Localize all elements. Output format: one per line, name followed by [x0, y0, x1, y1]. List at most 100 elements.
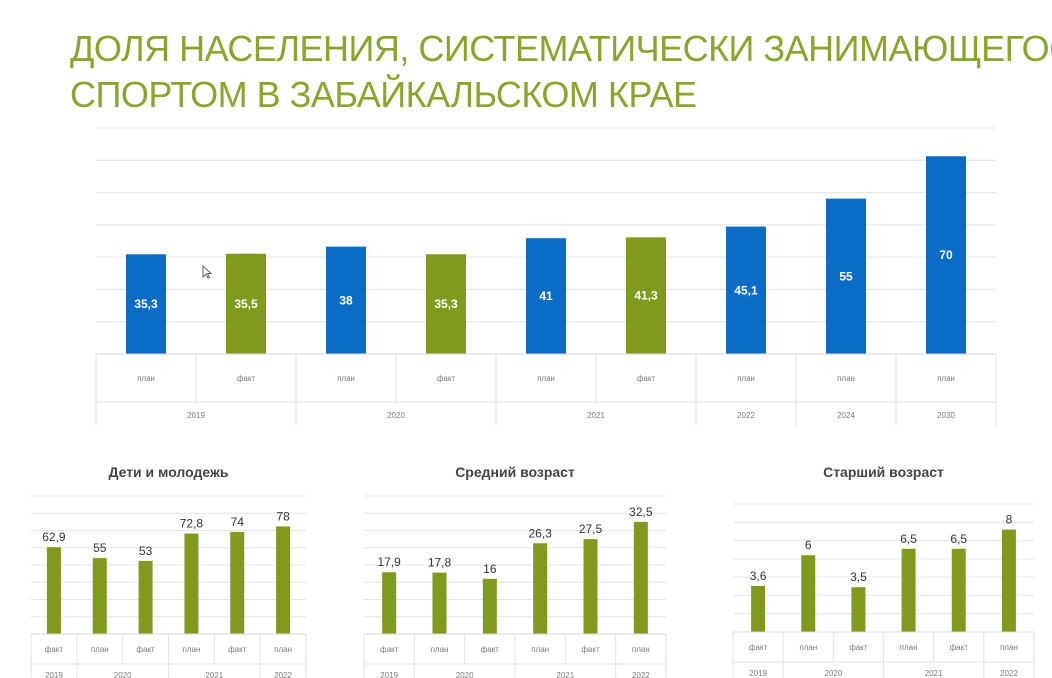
chart-2-bar — [432, 572, 447, 634]
chart-2-data-label: 32,5 — [629, 505, 653, 519]
chart-1-data-label: 78 — [276, 509, 290, 523]
chart-0-bar — [726, 226, 766, 354]
chart-3-title: Старший возраст — [823, 464, 944, 480]
chart-0-category-label: план — [137, 374, 155, 383]
chart-0-data-label: 35,3 — [134, 297, 158, 311]
chart-0-bar — [226, 253, 266, 354]
chart-0-bar — [326, 246, 366, 354]
chart-3-bar — [851, 587, 866, 632]
chart-1-data-label: 53 — [139, 544, 153, 558]
chart-1-data-label: 62,9 — [42, 530, 66, 544]
chart-1-data-label: 55 — [93, 541, 107, 555]
chart-2-category-label: план — [632, 645, 650, 654]
chart-2-category-label: план — [531, 645, 549, 654]
chart-0-bar — [426, 254, 466, 354]
chart-1-category-label: факт — [228, 645, 247, 654]
chart-0-data-label: 70 — [939, 248, 953, 262]
chart-3-category-label: факт — [950, 643, 969, 652]
chart-0-bar — [626, 237, 666, 354]
chart-1-category-label: факт — [136, 645, 155, 654]
chart-2-data-label: 17,8 — [428, 556, 452, 570]
page-title: ДОЛЯ НАСЕЛЕНИЯ, СИСТЕМАТИЧЕСКИ ЗАНИМАЮЩЕ… — [70, 26, 1052, 118]
chart-1-category-label: план — [274, 645, 292, 654]
chart-0-data-label: 38 — [339, 293, 353, 307]
mouse-pointer-icon — [202, 265, 212, 279]
chart-3-category-label: план — [1000, 643, 1018, 652]
chart-3-year-label: 2022 — [1000, 669, 1018, 678]
chart-0-year-label: 2021 — [587, 411, 605, 420]
chart-2-bar — [482, 578, 497, 634]
chart-0-data-label: 41 — [539, 289, 553, 303]
chart-2-data-label: 17,9 — [377, 555, 401, 569]
chart-3-year-label: 2019 — [749, 669, 767, 678]
chart-3-category-label: факт — [849, 643, 868, 652]
chart-1-category-label: факт — [45, 645, 64, 654]
chart-0-category-label: факт — [237, 374, 256, 383]
chart-3-bar — [801, 555, 816, 632]
chart-1-bar — [46, 547, 61, 634]
chart-2-bar — [533, 543, 548, 634]
chart-2-data-label: 27,5 — [579, 522, 603, 536]
chart-3-category-label: план — [799, 643, 817, 652]
chart-0-category-label: план — [937, 374, 955, 383]
title-line-1: ДОЛЯ НАСЕЛЕНИЯ, СИСТЕМАТИЧЕСКИ ЗАНИМАЮЩЕ… — [70, 28, 1052, 69]
chart-0-category-label: факт — [637, 374, 656, 383]
chart-0-data-label: 45,1 — [734, 283, 758, 297]
chart-0-year-label: 2022 — [737, 411, 755, 420]
chart-1-category-label: план — [182, 645, 200, 654]
chart-2-bar — [382, 572, 397, 634]
chart-0-year-label: 2030 — [937, 411, 955, 420]
chart-0-category-label: план — [537, 374, 555, 383]
chart-2-bar — [583, 539, 598, 634]
chart-1-bar — [184, 533, 199, 634]
chart-0-category-label: факт — [437, 374, 456, 383]
chart-2-year-label: 2019 — [380, 671, 398, 678]
chart-3-bar — [751, 585, 766, 632]
chart-2-data-label: 16 — [483, 562, 497, 576]
chart-3-data-label: 6 — [805, 538, 812, 552]
chart-3-data-label: 3,6 — [750, 569, 767, 583]
title-line-2: СПОРТОМ В ЗАБАЙКАЛЬСКОМ КРАЕ — [70, 74, 697, 115]
chart-1-year-label: 2019 — [45, 671, 63, 678]
chart-1-year-label: 2020 — [114, 671, 132, 678]
chart-0-category-label: план — [737, 374, 755, 383]
chart-3-year-label: 2021 — [925, 669, 943, 678]
chart-1-year-label: 2022 — [274, 671, 292, 678]
chart-3-data-label: 8 — [1006, 513, 1013, 527]
chart-0-bar — [826, 198, 866, 354]
chart-1-category-label: план — [91, 645, 109, 654]
chart-1-bar — [138, 560, 153, 634]
chart-0-year-label: 2024 — [837, 411, 855, 420]
chart-0-data-label: 35,5 — [234, 297, 258, 311]
chart-3-data-label: 6,5 — [900, 532, 917, 546]
chart-1-data-label: 72,8 — [180, 517, 204, 531]
chart-3-bar — [901, 548, 916, 632]
chart-2-category-label: факт — [581, 645, 600, 654]
chart-1-bar — [276, 526, 291, 634]
chart-1-data-label: 74 — [231, 515, 245, 529]
chart-3-data-label: 6,5 — [950, 532, 967, 546]
chart-3-category-label: факт — [749, 643, 768, 652]
chart-2-category-label: факт — [380, 645, 399, 654]
chart-2-category-label: факт — [481, 645, 500, 654]
chart-3-category-label: план — [900, 643, 918, 652]
chart-3-bar — [1001, 529, 1016, 632]
chart-2-data-label: 26,3 — [528, 526, 552, 540]
chart-0-bar — [126, 254, 166, 354]
chart-1-title: Дети и молодежь — [108, 464, 228, 480]
chart-2-title: Средний возраст — [455, 464, 575, 480]
chart-2-category-label: план — [431, 645, 449, 654]
chart-1-bar — [92, 558, 107, 634]
chart-3-bar — [951, 548, 966, 632]
chart-0-category-label: план — [837, 374, 855, 383]
chart-2-year-label: 2021 — [556, 671, 574, 678]
chart-2-year-label: 2020 — [456, 671, 474, 678]
chart-0-bar — [926, 156, 966, 354]
chart-0-year-label: 2019 — [187, 411, 205, 420]
chart-2-bar — [633, 521, 648, 634]
chart-0-data-label: 41,3 — [634, 289, 658, 303]
chart-1-year-label: 2021 — [205, 671, 223, 678]
chart-1-bar — [230, 531, 245, 634]
chart-2-year-label: 2022 — [632, 671, 650, 678]
